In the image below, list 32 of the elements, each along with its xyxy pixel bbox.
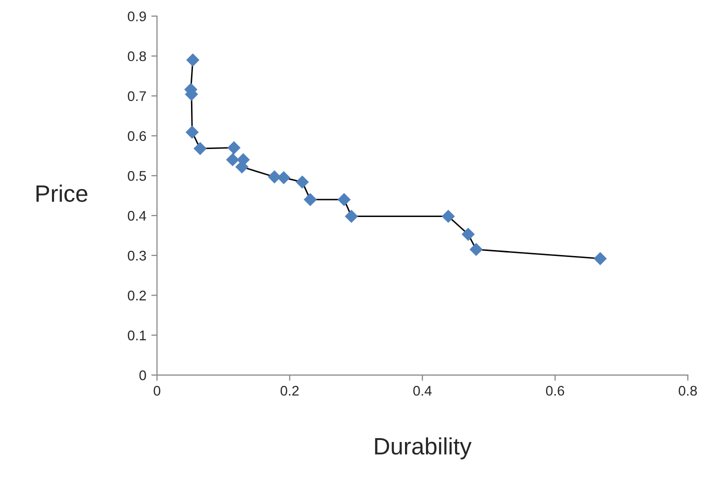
y-tick-label: 0.7: [128, 91, 146, 102]
x-tick-label: 0.4: [413, 386, 432, 396]
point: [277, 171, 290, 184]
point: [338, 193, 351, 206]
point: [186, 126, 199, 139]
y-axis-title: Price: [36, 184, 88, 202]
x-tick-label: 0: [154, 386, 160, 396]
point: [227, 141, 241, 154]
y-tick-label: 0.5: [128, 170, 146, 181]
y-tick-label: 0.4: [128, 210, 146, 221]
x-axis-title: Durability: [375, 437, 472, 460]
point: [296, 175, 309, 189]
point: [194, 142, 207, 156]
y-tick-label: 0.2: [128, 290, 146, 300]
point: [186, 53, 200, 67]
point: [594, 252, 607, 266]
point: [344, 210, 358, 223]
point: [304, 193, 317, 206]
x-tick-label: 0.8: [678, 386, 697, 396]
point: [442, 210, 455, 223]
point: [226, 153, 240, 166]
y-tick-label: 0.3: [128, 250, 146, 261]
y-tick-label: 0: [139, 370, 146, 380]
point: [268, 170, 282, 184]
y-tick-label: 0.1: [128, 330, 146, 340]
y-tick-label: 0.9: [128, 11, 146, 22]
y-tick-label: 0.6: [128, 131, 146, 141]
point: [470, 242, 483, 256]
y-tick-label: 0.8: [128, 51, 146, 62]
x-tick-label: 0.2: [280, 386, 299, 396]
x-tick-label: 0.6: [546, 386, 564, 396]
point: [462, 228, 475, 241]
